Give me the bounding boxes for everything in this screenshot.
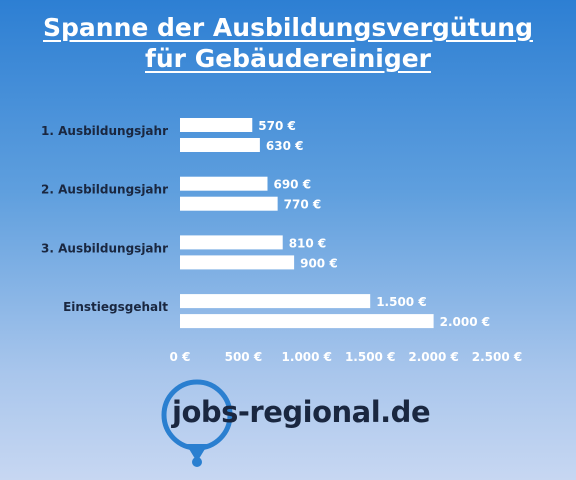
data-label: 1.500 € — [376, 295, 426, 309]
data-label: 2.000 € — [440, 315, 490, 329]
category-label: Einstiegsgehalt — [63, 300, 168, 314]
logo-text-suffix: regional.de — [249, 395, 431, 429]
x-tick-label: 1.000 € — [282, 350, 332, 364]
x-tick-label: 2.500 € — [472, 350, 522, 364]
title-line-2: für Gebäudereiniger — [145, 44, 431, 73]
x-tick-label: 500 € — [225, 350, 263, 364]
logo-text-prefix: jobs- — [172, 395, 250, 429]
bar — [180, 255, 295, 270]
bar — [180, 235, 283, 250]
bar — [180, 118, 253, 132]
data-label: 770 € — [284, 198, 322, 212]
bar — [180, 176, 268, 191]
x-tick-label: 2.000 € — [408, 350, 458, 364]
data-label: 810 € — [289, 236, 327, 250]
category-label: 3. Ausbildungsjahr — [41, 241, 168, 255]
chart-title: Spanne der Ausbildungsvergütung für Gebä… — [0, 12, 576, 74]
data-label: 900 € — [300, 256, 338, 270]
bar — [180, 314, 434, 329]
bar — [180, 294, 371, 309]
category-label: 2. Ausbildungsjahr — [41, 183, 168, 197]
data-label: 690 € — [273, 178, 311, 192]
x-tick-label: 0 € — [170, 350, 191, 364]
data-label: 570 € — [258, 119, 296, 133]
bar — [180, 196, 278, 211]
title-line-1: Spanne der Ausbildungsvergütung — [43, 13, 533, 42]
logo-wordmark: jobs-regional.de — [172, 395, 431, 429]
bar — [180, 138, 260, 152]
category-label: 1. Ausbildungsjahr — [41, 124, 168, 138]
data-label: 630 € — [266, 139, 304, 153]
x-tick-label: 1.500 € — [345, 350, 395, 364]
